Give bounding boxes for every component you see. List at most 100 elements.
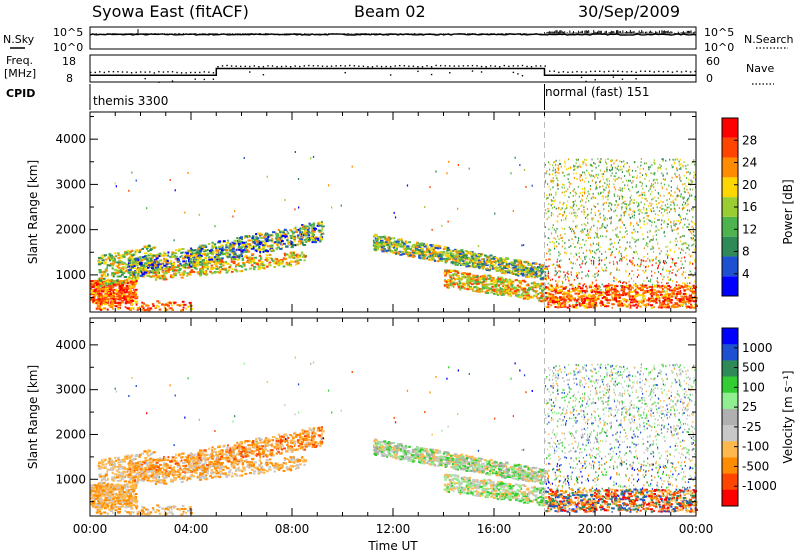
power-cell: [265, 257, 269, 259]
power-cell: [234, 255, 238, 258]
power-cell: [463, 257, 467, 260]
power-cell: [569, 166, 571, 169]
power-cell: [689, 193, 691, 196]
power-cell: [540, 267, 543, 270]
power-cell: [109, 254, 113, 257]
power-cell: [312, 239, 315, 241]
power-cell: [394, 216, 397, 219]
power-cell: [233, 268, 236, 271]
power-cell: [593, 251, 596, 254]
power-cell: [582, 191, 584, 194]
power-cell: [385, 240, 388, 243]
power-cell: [120, 269, 124, 272]
power-cell: [588, 200, 590, 202]
power-cell: [197, 260, 200, 263]
power-cell: [640, 226, 642, 229]
power-cell: [96, 302, 100, 305]
power-cell: [430, 258, 434, 261]
power-cell: [505, 286, 508, 289]
power-cell: [687, 299, 689, 301]
power-cell: [108, 304, 111, 307]
power-cell: [659, 163, 661, 166]
power-cell: [171, 309, 174, 311]
power-cell: [381, 242, 383, 245]
power-cell: [131, 260, 135, 262]
power-cell: [608, 189, 610, 192]
power-cell: [449, 276, 452, 279]
nave-dot: [312, 65, 315, 67]
power-cell: [593, 205, 595, 207]
power-cell: [519, 296, 523, 298]
power-cell: [525, 185, 527, 188]
power-cell: [659, 166, 661, 169]
power-cell: [653, 210, 655, 212]
power-cell: [660, 165, 662, 168]
power-cell: [517, 259, 520, 262]
power-cell: [535, 268, 539, 271]
power-cell: [166, 259, 169, 262]
power-cell: [211, 241, 214, 244]
power-cell: [568, 279, 570, 282]
power-cell: [556, 245, 558, 248]
power-cell: [441, 251, 445, 254]
power-cell: [258, 254, 261, 257]
power-cell: [135, 179, 137, 182]
power-cell: [682, 226, 684, 229]
power-cell: [588, 193, 590, 196]
power-cell: [452, 256, 455, 259]
power-cell: [694, 173, 696, 176]
power-cell: [551, 207, 553, 209]
power-cell: [491, 285, 494, 288]
power-cell: [383, 238, 386, 240]
power-cell: [558, 254, 560, 257]
power-cell: [485, 289, 489, 292]
power-cell: [610, 222, 612, 225]
power-cell: [92, 290, 95, 293]
power-cell: [448, 258, 451, 261]
power-cell: [287, 242, 291, 245]
power-cell: [691, 237, 693, 240]
power-cell: [650, 185, 652, 187]
power-cell: [593, 224, 595, 227]
power-cell: [211, 260, 215, 263]
power-cell: [148, 307, 153, 310]
power-cell: [514, 265, 518, 268]
power-cell: [293, 238, 297, 241]
nave-dot: [199, 71, 201, 74]
power-cell: [472, 274, 476, 277]
power-cell: [688, 209, 691, 212]
power-cell: [499, 292, 503, 295]
nave-dot: [639, 70, 642, 72]
power-cell: [597, 203, 599, 205]
power-cell: [99, 289, 103, 292]
power-cell: [512, 262, 515, 265]
power-cell: [122, 268, 125, 271]
power-cell: [146, 271, 149, 274]
power-cell: [471, 279, 475, 282]
power-cell: [573, 279, 575, 281]
power-cell: [173, 301, 177, 304]
power-cell: [504, 286, 507, 289]
power-cell: [403, 249, 406, 252]
power-cell: [260, 236, 264, 239]
power-cell: [543, 288, 546, 290]
power-cell: [678, 247, 680, 250]
power-cell: [614, 175, 617, 178]
power-cell: [163, 309, 166, 312]
nave-dot: [562, 71, 565, 73]
power-cell: [253, 245, 257, 248]
power-cell: [604, 258, 606, 261]
power-cell: [500, 262, 504, 265]
power-cell: [589, 236, 591, 239]
power-cell: [557, 179, 559, 182]
power-cell: [186, 266, 188, 269]
power-cell: [679, 158, 681, 161]
power-cell: [649, 165, 651, 168]
power-cell: [609, 169, 611, 172]
power-cell: [164, 278, 168, 281]
power-cell: [424, 243, 428, 246]
power-cell: [596, 249, 598, 251]
power-cell: [187, 171, 189, 174]
power-cell: [541, 289, 545, 292]
power-cell: [534, 290, 538, 293]
